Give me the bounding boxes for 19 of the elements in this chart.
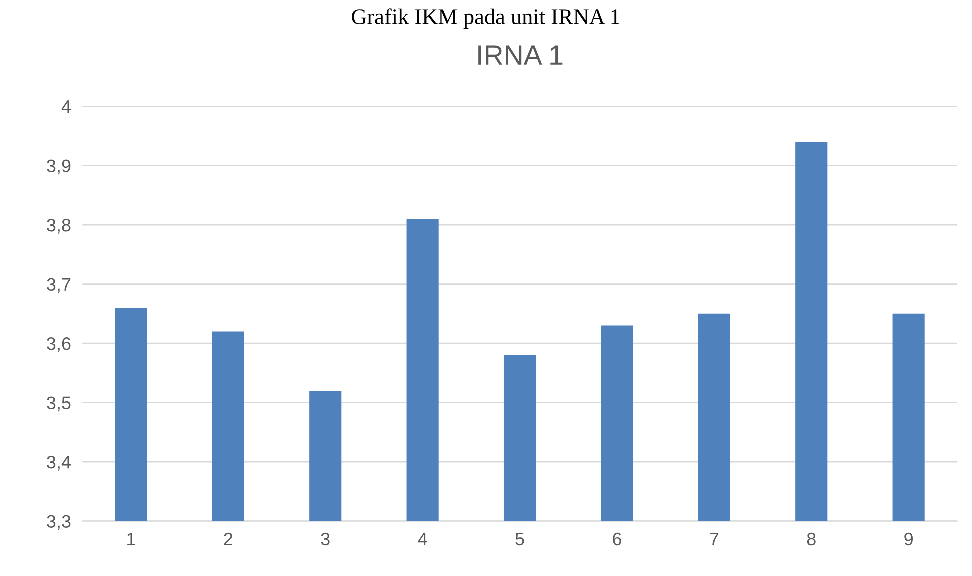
x-tick-label: 7 bbox=[710, 533, 719, 546]
chart-title: IRNA 1 bbox=[478, 46, 563, 65]
text: Grafik IKM pada unit IRNA 1 bbox=[352, 8, 620, 30]
x-tick-label: 4 bbox=[418, 533, 428, 546]
x-tick-label: 1 bbox=[128, 533, 136, 546]
y-tick-label: 3,9 bbox=[47, 160, 71, 175]
x-tick-label: 8 bbox=[807, 532, 816, 546]
y-tick-label: 3,5 bbox=[47, 396, 71, 412]
x-tick-label: 2 bbox=[224, 532, 233, 546]
y-tick-label: 3,3 bbox=[47, 515, 71, 530]
y-tick-label: 3,7 bbox=[47, 278, 71, 294]
x-tick-label: 6 bbox=[613, 532, 622, 546]
y-tick-label: 4 bbox=[62, 100, 71, 114]
y-tick-label: 3,6 bbox=[47, 337, 71, 352]
y-tick-label: 3,4 bbox=[47, 456, 71, 471]
x-tick-label: 3 bbox=[321, 532, 330, 546]
x-tick-label: 9 bbox=[904, 532, 913, 546]
y-tick-label: 3,8 bbox=[47, 218, 71, 234]
x-tick-label: 5 bbox=[516, 533, 524, 546]
